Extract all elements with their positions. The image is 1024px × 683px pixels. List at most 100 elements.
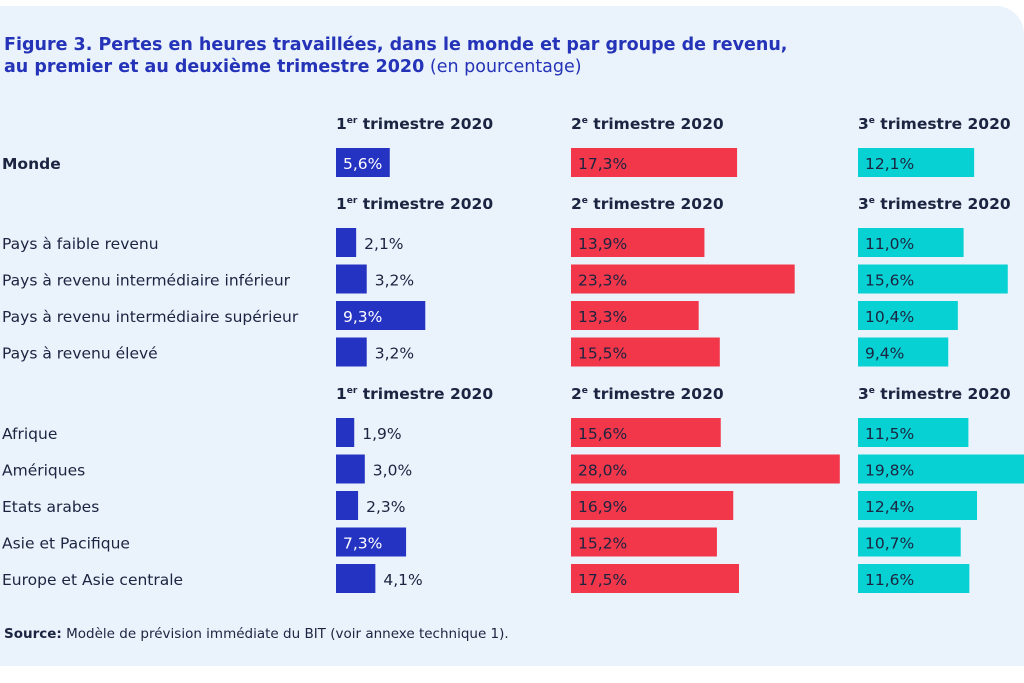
header-q3: 3e trimestre 2020 xyxy=(858,115,1011,133)
header-number: 2 xyxy=(571,195,582,213)
header-q2: 2e trimestre 2020 xyxy=(571,195,724,213)
row-label: Monde xyxy=(2,155,61,173)
bar-q1 xyxy=(336,228,357,257)
bar-q3 xyxy=(858,418,969,447)
header-q2: 2e trimestre 2020 xyxy=(571,115,724,133)
source-note: Source: Modèle de prévision immédiate du… xyxy=(4,626,509,642)
header-rest: trimestre 2020 xyxy=(875,115,1011,133)
bar-q3 xyxy=(858,337,949,367)
header-number: 2 xyxy=(571,385,582,403)
bar-q2 xyxy=(571,564,739,593)
header-q1: 1er trimestre 2020 xyxy=(336,195,493,213)
header-rest: trimestre 2020 xyxy=(357,385,493,403)
row-label: Pays à revenu élevé xyxy=(2,345,158,363)
header-rest: trimestre 2020 xyxy=(875,195,1011,213)
header-superscript: e xyxy=(582,196,588,206)
bar-q1 xyxy=(336,564,376,593)
value-label-q2: 17,5% xyxy=(578,571,627,589)
bar-q1 xyxy=(336,527,407,557)
value-label-q2: 28,0% xyxy=(578,462,627,480)
bar-q3 xyxy=(858,527,961,557)
value-label-q1: 1,9% xyxy=(362,425,401,443)
row-label: Pays à revenu intermédiaire supérieur xyxy=(2,308,299,326)
bar-q2 xyxy=(571,527,717,557)
header-number: 3 xyxy=(858,385,869,403)
value-label-q1: 3,2% xyxy=(375,345,414,363)
value-label-q1: 9,3% xyxy=(343,308,382,326)
value-label-q1: 7,3% xyxy=(343,535,382,553)
header-q1: 1er trimestre 2020 xyxy=(336,115,493,133)
value-label-q3: 9,4% xyxy=(865,345,904,363)
header-number: 3 xyxy=(858,115,869,133)
title-unit: (en pourcentage) xyxy=(429,57,582,77)
bar-q3 xyxy=(858,454,1024,484)
row-label: Asie et Pacifique xyxy=(2,535,130,553)
bar-q3 xyxy=(858,301,958,330)
source-text: Modèle de prévision immédiate du BIT (vo… xyxy=(66,626,509,642)
value-label-q1: 3,0% xyxy=(373,462,412,480)
value-label-q2: 13,9% xyxy=(578,235,627,253)
row-label: Afrique xyxy=(2,425,57,443)
bar-q3 xyxy=(858,264,1008,294)
value-label-q2: 16,9% xyxy=(578,498,627,516)
header-q2: 2e trimestre 2020 xyxy=(571,385,724,403)
bar-q2 xyxy=(571,228,705,257)
bar-q3 xyxy=(858,148,975,177)
value-label-q3: 19,8% xyxy=(865,462,914,480)
source-label: Source: xyxy=(4,626,62,642)
row-label: Amériques xyxy=(2,462,85,480)
bar-q2 xyxy=(571,337,720,367)
title-line-1: Figure 3. Pertes en heures travaillées, … xyxy=(4,35,788,55)
header-superscript: e xyxy=(869,386,875,396)
bar-q1 xyxy=(336,491,359,520)
header-q3: 3e trimestre 2020 xyxy=(858,195,1011,213)
header-superscript: er xyxy=(347,386,358,396)
row-label: Etats arabes xyxy=(2,498,99,516)
bar-q2 xyxy=(571,264,795,294)
value-label-q3: 15,6% xyxy=(865,272,914,290)
value-label-q3: 10,7% xyxy=(865,535,914,553)
title-line-2: au premier et au deuxième trimestre 2020 xyxy=(4,57,425,77)
value-label-q3: 11,5% xyxy=(865,425,914,443)
bar-q2 xyxy=(571,301,699,330)
bar-q1 xyxy=(336,301,426,330)
bar-q2 xyxy=(571,418,721,447)
value-label-q3: 12,1% xyxy=(865,155,914,173)
bar-q1 xyxy=(336,264,367,294)
header-number: 1 xyxy=(336,195,347,213)
header-superscript: e xyxy=(869,116,875,126)
row-label: Pays à faible revenu xyxy=(2,235,159,253)
bar-q2 xyxy=(571,454,840,484)
value-label-q3: 12,4% xyxy=(865,498,914,516)
header-rest: trimestre 2020 xyxy=(588,195,724,213)
bar-q1 xyxy=(336,337,367,367)
header-number: 1 xyxy=(336,385,347,403)
header-superscript: e xyxy=(582,116,588,126)
header-rest: trimestre 2020 xyxy=(357,195,493,213)
bar-q1 xyxy=(336,418,355,447)
header-superscript: er xyxy=(347,116,358,126)
header-rest: trimestre 2020 xyxy=(588,385,724,403)
value-label-q3: 10,4% xyxy=(865,308,914,326)
bar-q2 xyxy=(571,491,734,520)
value-label-q1: 2,1% xyxy=(364,235,403,253)
row-label: Pays à revenu intermédiaire inférieur xyxy=(2,272,291,290)
value-label-q2: 23,3% xyxy=(578,272,627,290)
chart-panel xyxy=(0,6,1024,666)
chart-title: Figure 3. Pertes en heures travaillées, … xyxy=(4,34,1004,78)
header-q1: 1er trimestre 2020 xyxy=(336,385,493,403)
value-label-q1: 3,2% xyxy=(375,272,414,290)
value-label-q2: 15,5% xyxy=(578,345,627,363)
bar-q3 xyxy=(858,228,964,257)
header-rest: trimestre 2020 xyxy=(588,115,724,133)
header-superscript: er xyxy=(347,196,358,206)
value-label-q3: 11,0% xyxy=(865,235,914,253)
header-number: 1 xyxy=(336,115,347,133)
value-label-q1: 4,1% xyxy=(383,571,422,589)
value-label-q2: 13,3% xyxy=(578,308,627,326)
value-label-q2: 15,2% xyxy=(578,535,627,553)
bar-q3 xyxy=(858,491,978,520)
bar-q3 xyxy=(858,564,970,593)
header-superscript: e xyxy=(582,386,588,396)
